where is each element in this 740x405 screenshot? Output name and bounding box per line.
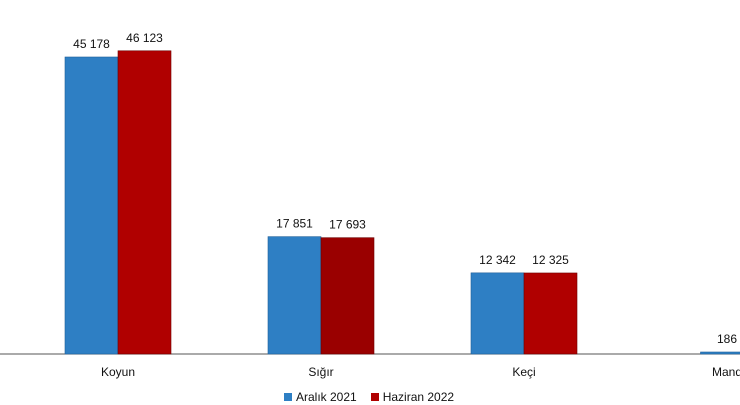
bar-koyun-series-2: [118, 51, 171, 354]
data-label-keçi-series-1: 12 342: [479, 253, 516, 267]
category-label-sığır: Sığır: [308, 365, 333, 379]
data-label-manda-series-1: 186: [717, 332, 737, 346]
legend-item-series-2: Haziran 2022: [371, 390, 454, 404]
legend-label-series-2: Haziran 2022: [383, 390, 454, 404]
category-label-koyun: Koyun: [101, 365, 135, 379]
bar-manda-series-1: [701, 352, 740, 354]
bar-sığır-series-1: [268, 237, 321, 354]
data-label-koyun-series-1: 45 178: [73, 37, 110, 51]
bar-sığır-series-2: [321, 238, 374, 354]
data-label-sığır-series-2: 17 693: [329, 218, 366, 232]
legend: Aralık 2021 Haziran 2022: [284, 390, 454, 404]
legend-item-series-1: Aralık 2021: [284, 390, 357, 404]
category-label-manda: Mand: [712, 365, 740, 379]
bar-keçi-series-2: [524, 273, 577, 354]
bar-koyun-series-1: [65, 57, 118, 354]
data-label-keçi-series-2: 12 325: [532, 253, 569, 267]
bar-keçi-series-1: [471, 273, 524, 354]
data-label-sığır-series-1: 17 851: [276, 217, 313, 231]
category-label-keçi: Keçi: [512, 365, 535, 379]
legend-label-series-1: Aralık 2021: [296, 390, 357, 404]
data-label-koyun-series-2: 46 123: [126, 31, 163, 45]
